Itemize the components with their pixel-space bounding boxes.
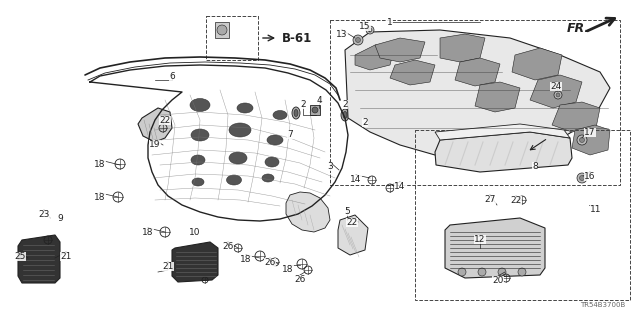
Circle shape — [368, 28, 372, 32]
Polygon shape — [355, 45, 395, 70]
Polygon shape — [138, 108, 172, 142]
Ellipse shape — [191, 155, 205, 165]
Text: 2: 2 — [362, 118, 368, 127]
Polygon shape — [435, 132, 572, 172]
Text: 3: 3 — [327, 162, 333, 171]
Ellipse shape — [292, 107, 300, 119]
Text: 25: 25 — [14, 252, 26, 261]
Text: 10: 10 — [189, 228, 201, 237]
Text: 18: 18 — [94, 193, 106, 202]
Text: 22: 22 — [159, 116, 171, 125]
Text: 24: 24 — [550, 82, 562, 91]
Ellipse shape — [294, 109, 298, 116]
Circle shape — [355, 37, 360, 43]
Text: 19: 19 — [149, 140, 161, 149]
Polygon shape — [375, 38, 425, 62]
Text: 4: 4 — [316, 96, 322, 105]
Text: 26: 26 — [294, 275, 306, 284]
Polygon shape — [552, 102, 600, 132]
Circle shape — [577, 173, 587, 183]
Text: 18: 18 — [282, 265, 294, 274]
Polygon shape — [18, 235, 60, 283]
Ellipse shape — [229, 152, 247, 164]
Circle shape — [579, 175, 584, 180]
Text: 20: 20 — [492, 276, 504, 285]
Ellipse shape — [262, 174, 274, 182]
Ellipse shape — [190, 99, 210, 111]
Text: 5: 5 — [344, 207, 350, 216]
Polygon shape — [390, 60, 435, 85]
Text: TR54B3700B: TR54B3700B — [580, 302, 625, 308]
Polygon shape — [435, 124, 570, 140]
Bar — [206, 16, 258, 60]
Ellipse shape — [191, 129, 209, 141]
Bar — [310, 105, 320, 115]
Bar — [215, 22, 229, 38]
Text: 13: 13 — [336, 30, 348, 39]
Text: 18: 18 — [142, 228, 154, 237]
Bar — [330, 20, 620, 185]
Text: FR.: FR. — [567, 22, 590, 35]
Circle shape — [556, 93, 560, 97]
Polygon shape — [286, 192, 330, 232]
Text: 1: 1 — [387, 18, 393, 27]
Text: 18: 18 — [240, 255, 252, 264]
Text: 23: 23 — [38, 210, 50, 219]
Ellipse shape — [341, 109, 349, 121]
Circle shape — [579, 138, 584, 142]
Text: 6: 6 — [169, 72, 175, 81]
Circle shape — [366, 26, 374, 34]
Circle shape — [217, 25, 227, 35]
Polygon shape — [512, 48, 562, 80]
Text: 2: 2 — [300, 100, 306, 109]
Ellipse shape — [343, 111, 347, 118]
Text: 15: 15 — [359, 22, 371, 31]
Polygon shape — [572, 125, 610, 155]
Circle shape — [518, 268, 526, 276]
Circle shape — [458, 268, 466, 276]
Text: 21: 21 — [163, 262, 173, 271]
Text: 8: 8 — [532, 162, 538, 171]
Polygon shape — [345, 30, 610, 160]
Circle shape — [498, 268, 506, 276]
Polygon shape — [338, 215, 368, 255]
Text: 18: 18 — [94, 160, 106, 169]
Ellipse shape — [237, 103, 253, 113]
Circle shape — [353, 35, 363, 45]
Text: 14: 14 — [394, 182, 406, 191]
Text: 16: 16 — [584, 172, 596, 181]
Text: 7: 7 — [287, 130, 293, 139]
Text: 22: 22 — [346, 218, 358, 227]
Text: 12: 12 — [474, 235, 486, 244]
Text: 27: 27 — [484, 195, 496, 204]
Ellipse shape — [267, 135, 283, 145]
Text: 17: 17 — [584, 128, 596, 137]
Text: 14: 14 — [350, 175, 362, 184]
Polygon shape — [455, 58, 500, 86]
Ellipse shape — [229, 123, 251, 137]
Text: 9: 9 — [57, 214, 63, 223]
Ellipse shape — [227, 175, 241, 185]
Text: 26: 26 — [264, 258, 276, 267]
Polygon shape — [475, 82, 520, 112]
Polygon shape — [172, 242, 218, 282]
Circle shape — [577, 135, 587, 145]
Polygon shape — [445, 218, 545, 278]
Text: B-61: B-61 — [282, 31, 312, 44]
Ellipse shape — [273, 110, 287, 119]
Ellipse shape — [192, 178, 204, 186]
Text: 2: 2 — [342, 100, 348, 109]
Circle shape — [554, 91, 562, 99]
Text: 21: 21 — [60, 252, 72, 261]
Polygon shape — [440, 34, 485, 62]
Circle shape — [312, 107, 318, 113]
Circle shape — [478, 268, 486, 276]
Polygon shape — [530, 75, 582, 108]
Text: 11: 11 — [590, 205, 602, 214]
Ellipse shape — [265, 157, 279, 167]
Bar — [415, 130, 630, 300]
Text: 22: 22 — [510, 196, 522, 205]
Text: 26: 26 — [222, 242, 234, 251]
